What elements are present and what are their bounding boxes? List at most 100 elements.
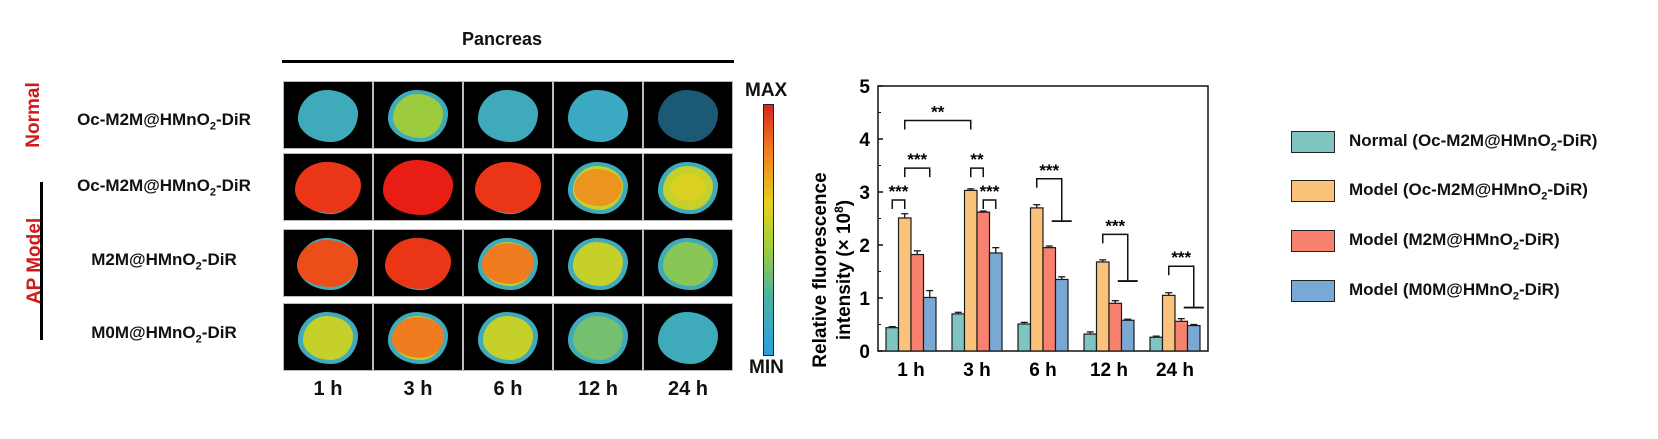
significance-bracket [970, 167, 984, 178]
x-tick-label: 24 h [1156, 360, 1194, 381]
significance-bracket [1036, 178, 1063, 222]
pancreas-fluorescence-image [643, 81, 733, 149]
x-tick-label: 6 h [1029, 360, 1056, 381]
pancreas-fluorescence-image [373, 153, 463, 221]
row-label: Oc-M2M@HMnO2-DiR [44, 110, 284, 132]
row-label-suffix: -DiR [201, 323, 237, 342]
significance-label: *** [889, 182, 909, 201]
time-point-label: 6 h [493, 378, 523, 400]
row-label: M2M@HMnO2-DiR [44, 250, 284, 272]
bar [963, 189, 978, 352]
legend-label: Model (Oc-M2M@HMnO2-DiR) [1349, 180, 1588, 202]
significance-label: *** [907, 150, 927, 169]
legend-label-subscript: 2 [1550, 141, 1557, 154]
tissue-mid-signal [573, 316, 623, 360]
tissue-outer-signal [658, 90, 718, 142]
significance-bracket [1168, 265, 1195, 308]
y-axis-title-line1: Relative fluorescence [810, 172, 831, 367]
significance-bracket [904, 119, 972, 130]
tissue-core-signal [670, 174, 705, 202]
bar [1161, 294, 1176, 352]
bar [1042, 247, 1057, 352]
significance-bracket [1102, 233, 1129, 282]
bar [1054, 278, 1069, 352]
pancreas-fluorescence-image [373, 229, 463, 297]
pancreas-fluorescence-image [283, 303, 373, 371]
tissue-core-signal [583, 252, 613, 276]
significance-bracket [891, 199, 906, 209]
bar [1029, 207, 1044, 352]
legend-label: Model (M2M@HMnO2-DiR) [1349, 230, 1560, 252]
bar [1174, 320, 1189, 352]
time-point-label: 24 h [667, 378, 709, 400]
tissue-core-signal [313, 326, 343, 350]
bar-chart: Relative fluorescence intensity (× 108) … [810, 77, 1209, 381]
row-label-suffix: -DiR [215, 176, 251, 195]
legend-swatch [1291, 280, 1335, 303]
bar [1095, 261, 1110, 352]
legend-label-text: Normal (Oc-M2M@HMnO [1349, 131, 1551, 150]
tissue-outer-signal [658, 312, 718, 364]
pancreas-fluorescence-image [283, 229, 373, 297]
time-point-label: 12 h [577, 378, 619, 400]
y-tick-label: 4 [859, 130, 870, 151]
x-tick-label: 12 h [1090, 360, 1128, 381]
pancreas-title: Pancreas [462, 29, 543, 49]
tissue-mid-signal [393, 94, 443, 138]
significance-label: ** [931, 102, 945, 121]
legend-label: Normal (Oc-M2M@HMnO2-DiR) [1349, 131, 1597, 153]
pancreas-fluorescence-image [463, 229, 553, 297]
legend-item: Model (M2M@HMnO2-DiR) [1291, 230, 1560, 252]
x-tick-label: 1 h [897, 360, 924, 381]
pancreas-fluorescence-image [463, 153, 553, 221]
row-label: M0M@HMnO2-DiR [44, 323, 284, 345]
row-label-suffix: -DiR [215, 110, 251, 129]
colorbar-min-label: MIN [749, 357, 784, 378]
legend-swatch [1291, 230, 1335, 253]
bar [1108, 302, 1123, 352]
colorbar [763, 104, 774, 356]
pancreas-fluorescence-image [373, 303, 463, 371]
y-tick-label: 5 [859, 77, 870, 98]
pancreas-fluorescence-image [553, 81, 643, 149]
legend-swatch [1291, 180, 1335, 203]
bar [951, 313, 966, 352]
tissue-core-signal [493, 326, 523, 350]
row-label-text: Oc-M2M@HMnO [77, 110, 210, 129]
legend-label-text: Model (M2M@HMnO [1349, 230, 1513, 249]
bar [1120, 319, 1135, 352]
legend-swatch [1291, 131, 1335, 154]
ap-model-bracket-line [40, 182, 43, 340]
y-tick-label: 2 [859, 236, 870, 257]
tissue-core-signal [297, 239, 359, 288]
significance-label: *** [980, 182, 1000, 201]
tissue-core-signal [384, 237, 451, 290]
tissue-core-signal [573, 169, 622, 207]
legend-label-suffix: -DiR) [1519, 230, 1560, 249]
bar [976, 211, 991, 352]
significance-label: *** [1171, 248, 1191, 267]
time-point-label: 3 h [403, 378, 433, 400]
significance-bracket [904, 167, 931, 178]
row-label-subscript: 2 [209, 186, 216, 199]
legend-label-suffix: -DiR) [1547, 180, 1588, 199]
pancreas-fluorescence-image [463, 81, 553, 149]
y-tick-label: 0 [859, 342, 870, 363]
row-label-text: M2M@HMnO [91, 250, 196, 269]
significance-label: ** [970, 150, 984, 169]
legend-label-subscript: 2 [1512, 290, 1520, 303]
legend-label-subscript: 2 [1512, 240, 1520, 253]
tissue-core-signal [474, 161, 541, 214]
tissue-core-signal [481, 243, 534, 284]
bar [1149, 336, 1164, 352]
pancreas-fluorescence-image [553, 153, 643, 221]
bar [1083, 333, 1098, 352]
legend-label-text: Model (M0M@HMnO [1349, 280, 1513, 299]
bar [988, 252, 1003, 352]
row-label-text: M0M@HMnO [91, 323, 196, 342]
bar [1017, 323, 1032, 352]
row-label-suffix: -DiR [201, 250, 237, 269]
significance-label: *** [1039, 161, 1059, 180]
y-tick-label: 1 [859, 289, 870, 310]
bar [897, 217, 912, 352]
